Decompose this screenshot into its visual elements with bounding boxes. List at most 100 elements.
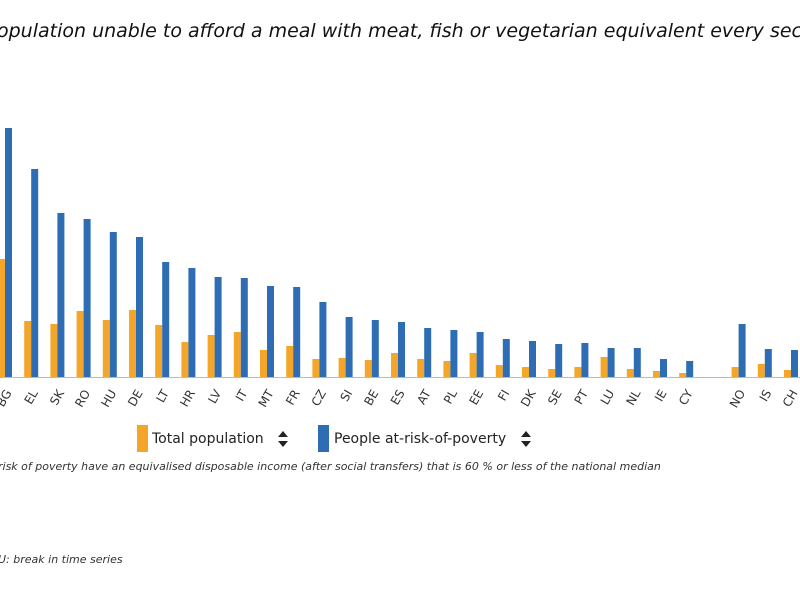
footnote: U: break in time series [0,553,123,566]
bar [522,367,529,377]
bar [502,339,510,377]
legend-label: Total population [151,431,264,447]
x-tick-label: SI [338,387,356,404]
x-tick-label: NL [623,387,643,408]
x-tick-label: PL [441,387,460,406]
chart-title: opulation unable to afford a meal with m… [0,20,800,42]
x-tick-label: MT [256,387,277,410]
bar [260,350,267,377]
bar [293,287,301,377]
x-tick-label: DK [518,386,539,409]
legend-swatch [137,425,148,452]
bar [24,321,32,377]
bar [600,357,608,377]
x-tick-label: PT [572,387,592,407]
bar [76,311,84,377]
bar [424,328,432,377]
bar [791,350,798,377]
bar [555,344,563,377]
x-tick-label: CZ [309,387,329,408]
sort-icon[interactable] [278,431,288,447]
bar [686,361,694,377]
bar [757,364,765,377]
x-tick-label: CY [676,387,696,408]
legend: Total population People at-risk-of-pover… [137,425,531,452]
bar [312,359,320,377]
bar [660,359,667,377]
bar [633,348,641,377]
bar [57,213,65,377]
legend-item[interactable]: Total population [137,425,288,452]
x-tick-label: CH [780,387,800,409]
bar [764,349,772,377]
bar [286,346,294,377]
bar [574,367,582,377]
bar [155,325,163,377]
legend-label: People at-risk-of-poverty [334,431,506,447]
bar [136,237,143,377]
bar [784,370,791,377]
x-tick-label: HU [98,387,119,409]
x-tick-label: NO [727,387,748,410]
bar [469,353,477,377]
x-tick-label: AT [414,387,434,407]
bar [207,335,215,377]
bar [607,348,615,377]
bar [391,353,398,377]
bar [476,332,484,377]
bar [626,369,634,377]
bar [83,219,91,377]
x-tick-label: RO [72,387,93,409]
x-tick-label: DE [125,387,146,409]
x-tick-label: IT [233,387,251,404]
bar [181,342,189,377]
x-tick-label: ES [388,387,408,407]
x-tick-label: EE [467,387,487,407]
bar [319,302,327,377]
bar [364,360,372,377]
bar [5,128,12,377]
x-tick-label: FI [495,387,512,403]
x-tick-label: LU [598,387,618,407]
bar [731,367,739,377]
bar [398,322,405,377]
x-tick-label: HR [177,387,198,409]
bar [443,361,451,377]
bar [417,359,425,377]
bar [679,373,687,377]
bar [162,262,170,377]
bar [450,330,458,377]
x-tick-label: SE [545,387,565,407]
legend-item[interactable]: People at-risk-of-poverty [318,425,531,452]
bar [581,343,589,377]
x-tick-label: LV [205,387,224,406]
bar [495,365,503,377]
bar [653,371,660,377]
x-tick-label: EL [22,387,41,407]
sort-icon[interactable] [521,431,531,447]
x-tick-label: FR [283,387,303,407]
x-tick-label: IE [652,387,670,404]
bar [338,358,346,377]
bar [0,259,5,377]
bar [529,341,536,377]
x-tick-label: SK [47,386,67,407]
bar [50,324,58,377]
bar [109,232,117,377]
bar [102,320,110,377]
bar [345,317,353,377]
legend-swatch [318,425,329,452]
footnote: risk of poverty have an equivalised disp… [0,460,661,473]
x-tick-label: BE [361,387,381,408]
bar [188,268,196,377]
x-tick-label: LT [154,387,173,405]
bar [371,320,379,377]
bar [31,169,39,377]
bar [214,277,222,377]
bar [240,278,248,377]
bar [129,310,136,377]
bar [267,286,274,377]
x-tick-label: BG [0,387,15,409]
bar [548,369,556,377]
